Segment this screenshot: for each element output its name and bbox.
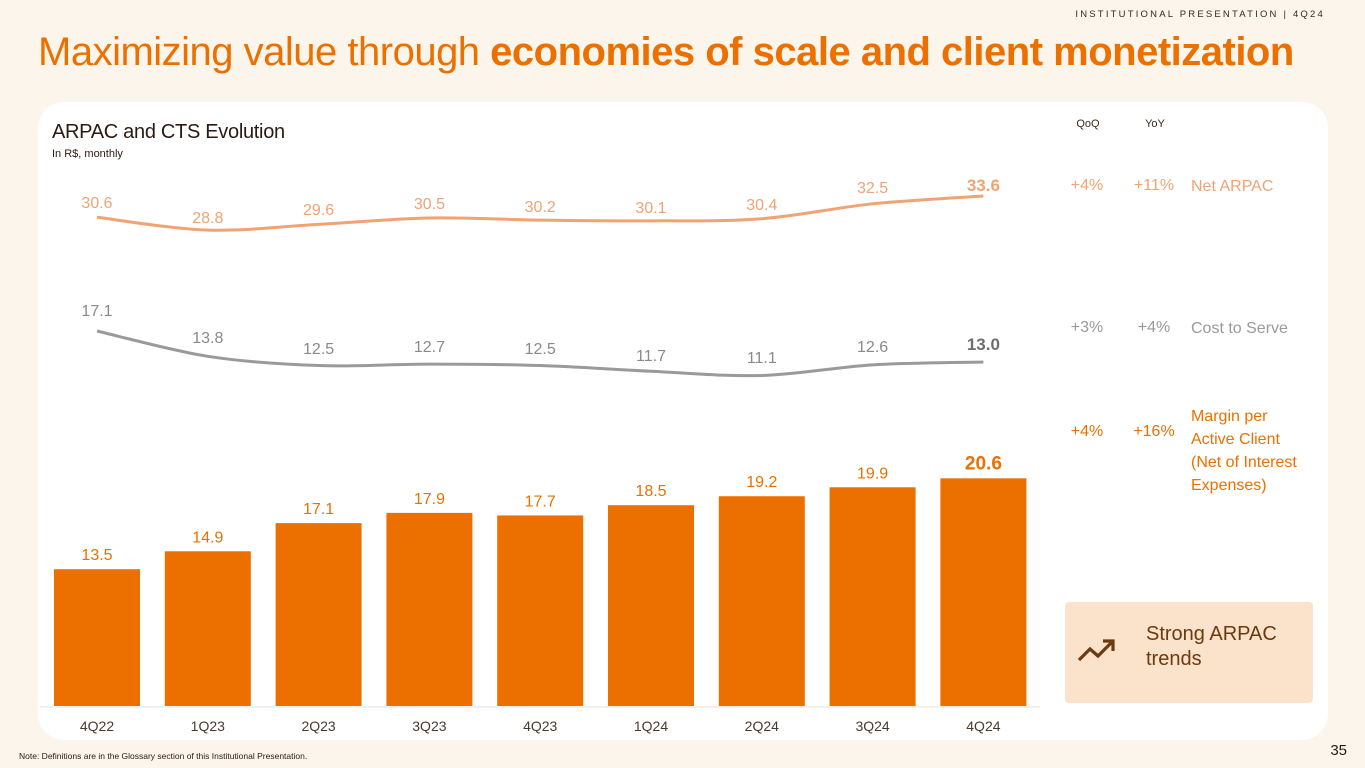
arpac-data-label: 33.6 bbox=[967, 176, 1000, 195]
arpac-data-label: 30.5 bbox=[414, 196, 445, 213]
cts-line bbox=[96, 329, 984, 378]
cts-data-label: 17.1 bbox=[81, 303, 112, 320]
cts-data-label: 11.7 bbox=[636, 348, 666, 365]
margin-data-label: 17.1 bbox=[303, 501, 334, 518]
cts-data-label: 12.5 bbox=[303, 341, 334, 358]
margin-data-label: 14.9 bbox=[192, 529, 223, 546]
arpac-label: Net ARPAC bbox=[1191, 178, 1274, 195]
margin-data-label: 17.9 bbox=[414, 491, 445, 508]
arpac-data-label: 29.6 bbox=[303, 202, 334, 219]
margin-label-line: Active Client bbox=[1191, 431, 1280, 448]
x-tick-label: 1Q23 bbox=[191, 718, 225, 734]
margin-qoq: +4% bbox=[1070, 423, 1104, 440]
callout-line-1: Strong ARPAC bbox=[1146, 623, 1277, 645]
margin-label-line: (Net of Interest bbox=[1191, 454, 1297, 471]
margin-yoy: +16% bbox=[1133, 423, 1175, 440]
margin-data-label: 19.2 bbox=[746, 474, 777, 491]
page-title-regular: Maximizing value through bbox=[38, 30, 491, 74]
margin-bar bbox=[940, 478, 1027, 706]
chart-title: ARPAC and CTS Evolution bbox=[52, 121, 285, 143]
cts-qoq: +3% bbox=[1070, 319, 1104, 336]
arpac-data-label: 28.8 bbox=[192, 210, 223, 227]
x-tick-label: 4Q24 bbox=[966, 718, 1000, 734]
arpac-data-label: 30.1 bbox=[635, 200, 666, 217]
margin-label-line: Expenses) bbox=[1191, 477, 1267, 494]
margin-bar bbox=[386, 512, 473, 706]
cts-label: Cost to Serve bbox=[1191, 320, 1288, 337]
x-tick-label: 4Q23 bbox=[523, 718, 557, 734]
cts-yoy: +4% bbox=[1137, 319, 1171, 336]
cts-data-label: 12.6 bbox=[857, 339, 888, 356]
margin-data-label: 20.6 bbox=[965, 453, 1002, 474]
chart-subtitle: In R$, monthly bbox=[52, 148, 123, 160]
cts-data-label: 11.1 bbox=[747, 350, 777, 367]
callout-line-2: trends bbox=[1146, 648, 1202, 670]
arpac-qoq: +4% bbox=[1070, 177, 1104, 194]
cts-data-label: 13.8 bbox=[192, 330, 223, 347]
margin-label: Margin per Active Client (Net of Interes… bbox=[1191, 405, 1297, 497]
x-tick-label: 3Q23 bbox=[412, 718, 446, 734]
page-number: 35 bbox=[1330, 742, 1347, 759]
x-tick-label: 2Q23 bbox=[301, 718, 335, 734]
arpac-yoy: +11% bbox=[1133, 177, 1175, 194]
margin-bar bbox=[54, 569, 140, 706]
arpac-line bbox=[96, 194, 984, 232]
arpac-data-label: 32.5 bbox=[857, 180, 888, 197]
margin-bar bbox=[608, 505, 694, 706]
margin-data-label: 19.9 bbox=[857, 465, 888, 482]
margin-bar bbox=[718, 496, 805, 706]
cts-data-label: 12.7 bbox=[414, 339, 445, 356]
margin-bar bbox=[164, 551, 251, 706]
margin-bar bbox=[275, 523, 362, 706]
qoq-header: QoQ bbox=[1076, 118, 1100, 130]
trending-up-icon bbox=[1077, 639, 1115, 662]
arpac-data-label: 30.4 bbox=[746, 197, 777, 214]
page-title: Maximizing value through economies of sc… bbox=[38, 30, 1294, 75]
yoy-header: YoY bbox=[1145, 118, 1165, 130]
cts-data-label: 12.5 bbox=[525, 341, 556, 358]
page-title-bold: economies of scale and client monetizati… bbox=[490, 30, 1294, 74]
margin-label-line: Margin per bbox=[1191, 408, 1268, 425]
x-tick-label: 1Q24 bbox=[634, 718, 668, 734]
arpac-data-label: 30.2 bbox=[525, 199, 556, 216]
margin-data-label: 13.5 bbox=[81, 547, 112, 564]
margin-data-label: 18.5 bbox=[635, 483, 666, 500]
callout-box bbox=[1065, 602, 1313, 703]
margin-bar bbox=[497, 515, 584, 706]
callout-text: Strong ARPAC trends bbox=[1146, 622, 1277, 672]
x-tick-label: 3Q24 bbox=[855, 718, 889, 734]
margin-data-label: 17.7 bbox=[525, 493, 556, 510]
arpac-data-label: 30.6 bbox=[81, 195, 112, 212]
cts-data-label: 13.0 bbox=[967, 335, 1000, 354]
margin-bar bbox=[829, 487, 916, 706]
presentation-label: INSTITUTIONAL PRESENTATION | 4Q24 bbox=[1075, 9, 1325, 20]
x-tick-label: 4Q22 bbox=[80, 718, 114, 734]
x-tick-label: 2Q24 bbox=[745, 718, 779, 734]
footnote: Note: Definitions are in the Glossary se… bbox=[19, 751, 308, 761]
